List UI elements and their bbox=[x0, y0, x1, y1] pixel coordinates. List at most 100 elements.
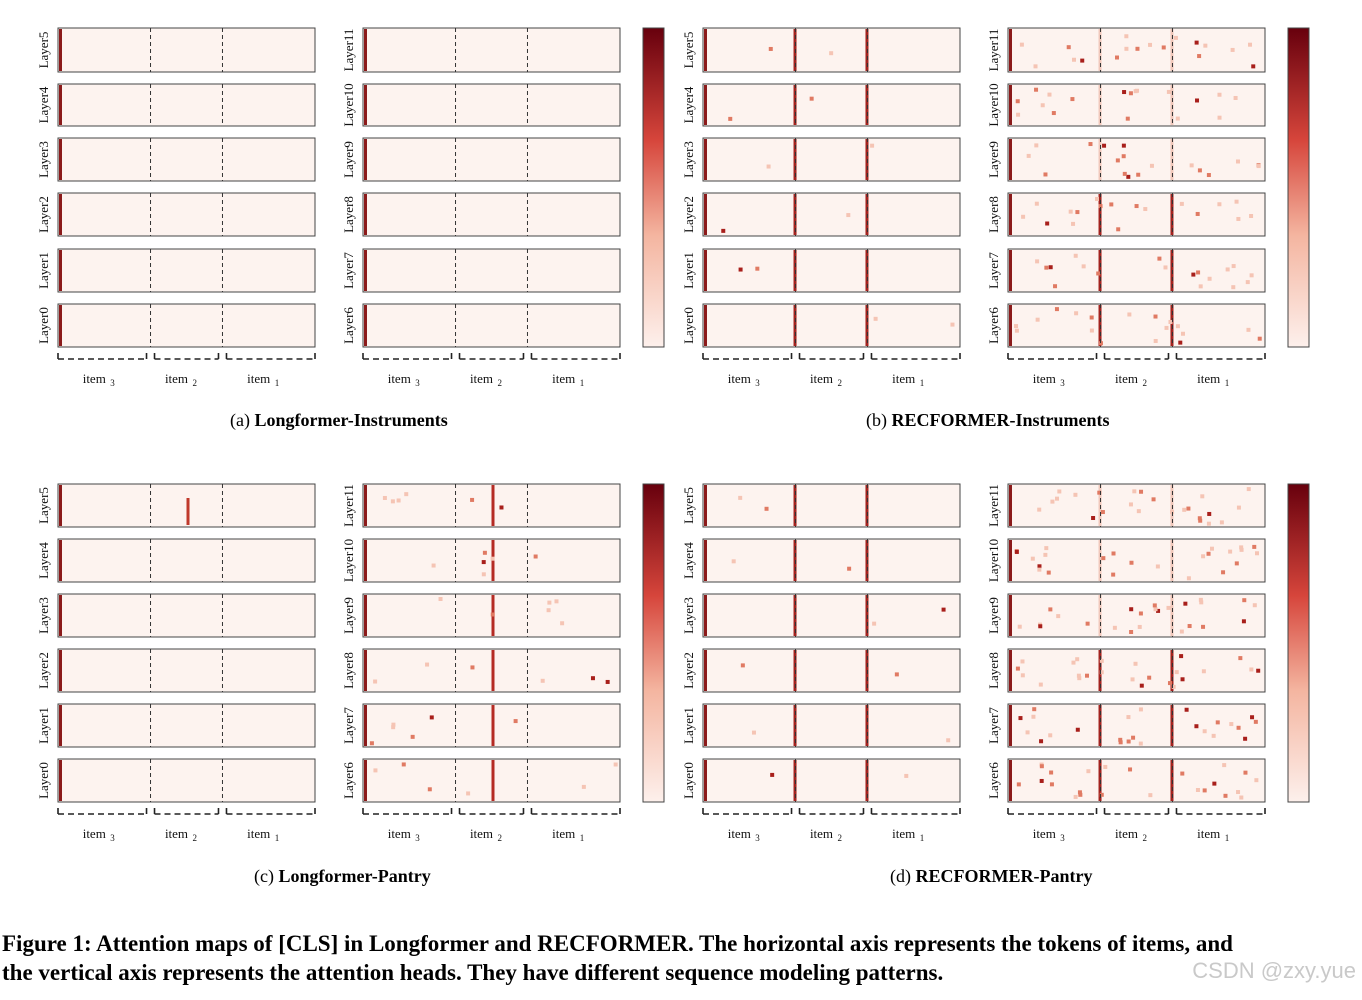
heatmap-cell bbox=[1033, 64, 1038, 69]
heatmap-cell bbox=[410, 734, 415, 739]
heatmap-first-token bbox=[704, 85, 707, 125]
heatmap-cell bbox=[1020, 659, 1025, 664]
heatmap-cell bbox=[1121, 154, 1126, 159]
layer-label: Layer7 bbox=[341, 252, 356, 289]
heatmap-cell bbox=[1235, 159, 1240, 164]
heatmap-cell bbox=[1124, 46, 1129, 51]
heatmap-first-token bbox=[704, 194, 707, 235]
heatmap-cell bbox=[1050, 499, 1055, 504]
heatmap-cell bbox=[1256, 668, 1261, 673]
heatmap-cell bbox=[1252, 603, 1257, 608]
heatmap-cell bbox=[1099, 658, 1104, 663]
heatmap-cell bbox=[1246, 487, 1251, 492]
heatmap-cell bbox=[870, 143, 875, 148]
heatmap-cell bbox=[1091, 516, 1096, 521]
subcaption-c: (c) Longformer-Pantry bbox=[254, 866, 431, 887]
heatmap-row bbox=[1007, 483, 1266, 528]
heatmap-cell bbox=[1147, 675, 1152, 680]
heatmap-cell bbox=[1238, 656, 1243, 661]
layer-label: Layer2 bbox=[36, 196, 51, 233]
heatmap-cell bbox=[1118, 737, 1123, 742]
heatmap-cell bbox=[1236, 505, 1241, 510]
heatmap-row bbox=[702, 703, 961, 748]
item-subscript: 1 bbox=[580, 378, 585, 388]
heatmap-cell bbox=[470, 665, 475, 670]
panel-b: Layer5 Layer4 Layer3 Layer2 Layer1 Layer0 item… bbox=[681, 27, 1310, 388]
item-label: item bbox=[247, 826, 270, 841]
heatmap-cell bbox=[1195, 211, 1200, 216]
heatmap-cell bbox=[1066, 45, 1071, 50]
heatmap-cell bbox=[1178, 340, 1183, 345]
heatmap-cell bbox=[1143, 207, 1148, 212]
heatmap-cell bbox=[1186, 576, 1191, 581]
heatmap-cell bbox=[1203, 43, 1208, 48]
heatmap-cell bbox=[1152, 603, 1157, 608]
heatmap-first-token bbox=[59, 650, 62, 691]
heatmap-cell bbox=[1243, 770, 1248, 775]
heatmap-cell bbox=[1164, 325, 1169, 330]
heatmap-cell bbox=[1126, 739, 1131, 744]
heatmap-cell bbox=[1186, 506, 1191, 511]
heatmap-cell bbox=[1183, 601, 1188, 606]
heatmap-cell bbox=[547, 600, 552, 605]
heatmap-row bbox=[702, 593, 961, 638]
heatmap-cell bbox=[613, 762, 618, 767]
heatmap-cell bbox=[1243, 736, 1248, 741]
heatmap-first-token bbox=[364, 85, 367, 125]
layer-label: Layer8 bbox=[986, 652, 1001, 689]
heatmap-row bbox=[57, 703, 316, 748]
heatmap-cell bbox=[1122, 90, 1127, 95]
heatmap-cell bbox=[1043, 552, 1048, 557]
heatmap-cell bbox=[1254, 551, 1259, 556]
heatmap-cell bbox=[1115, 158, 1120, 163]
heatmap-cell bbox=[872, 621, 877, 626]
subcaption-d-title: RECFORMER-Pantry bbox=[915, 866, 1093, 886]
heatmap-cell bbox=[1017, 624, 1022, 629]
heatmap-cell bbox=[1223, 793, 1228, 798]
heatmap-cell bbox=[1139, 683, 1144, 688]
heatmap-cell bbox=[1098, 204, 1103, 209]
heatmap-first-token bbox=[59, 540, 62, 581]
heatmap-cell bbox=[1038, 624, 1043, 629]
subcaption-b: (b) RECFORMER-Instruments bbox=[866, 410, 1110, 431]
heatmap-first-token bbox=[364, 305, 367, 346]
item-label: item bbox=[247, 371, 270, 386]
heatmap-cell bbox=[1194, 724, 1199, 729]
heatmap-first-token bbox=[1009, 650, 1012, 691]
item-label: item bbox=[728, 826, 751, 841]
layer-label: Layer10 bbox=[341, 83, 356, 126]
heatmap-cell bbox=[1085, 673, 1090, 678]
heatmap-cell bbox=[1136, 509, 1141, 514]
heatmap-cell bbox=[1014, 549, 1019, 554]
heatmap-cell bbox=[1236, 790, 1241, 795]
heatmap-cell bbox=[1048, 265, 1053, 270]
heatmap-cell bbox=[738, 267, 743, 272]
item-label: item bbox=[83, 826, 106, 841]
heatmap-first-token bbox=[59, 760, 62, 801]
heatmap-cell bbox=[1099, 670, 1104, 675]
heatmap-cell bbox=[1233, 95, 1238, 100]
layer-label: Layer7 bbox=[986, 707, 1001, 744]
heatmap-cell bbox=[1129, 560, 1134, 565]
layer-label: Layer8 bbox=[341, 652, 356, 689]
heatmap-cell bbox=[1125, 116, 1130, 121]
heatmap-cell bbox=[1180, 331, 1185, 336]
heatmap-cell bbox=[1174, 670, 1179, 675]
heatmap-cell bbox=[1215, 720, 1220, 725]
heatmap-cell bbox=[1242, 598, 1247, 603]
layer-label: Layer3 bbox=[36, 597, 51, 634]
panel-c: Layer5 Layer4 Layer3 Layer2 Layer1 Layer0 item… bbox=[36, 483, 665, 843]
layer-label: Layer7 bbox=[986, 252, 1001, 289]
item-subscript: 2 bbox=[498, 378, 503, 388]
heatmap-cell bbox=[590, 676, 595, 681]
layer-label: Layer5 bbox=[36, 487, 51, 524]
heatmap-cell bbox=[382, 495, 387, 500]
heatmap-cell bbox=[1217, 115, 1222, 120]
heatmap-cell bbox=[1195, 98, 1200, 103]
heatmap-first-token bbox=[1009, 760, 1012, 801]
layer-label: Layer3 bbox=[36, 141, 51, 178]
heatmap-cell bbox=[1231, 285, 1236, 290]
heatmap-cell bbox=[1096, 271, 1101, 276]
heatmap-cell bbox=[1130, 677, 1135, 682]
